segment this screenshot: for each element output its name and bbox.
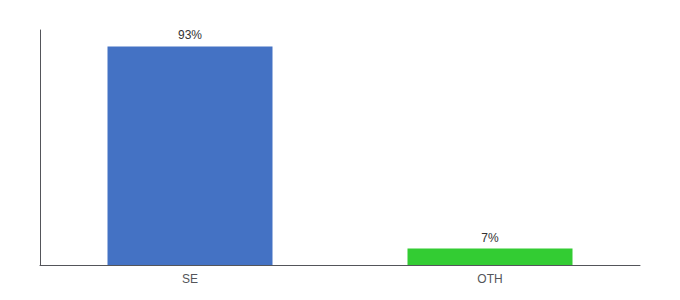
svg-text:SE: SE: [182, 272, 198, 286]
svg-text:93%: 93%: [178, 28, 202, 42]
svg-text:7%: 7%: [481, 231, 499, 245]
svg-text:OTH: OTH: [477, 272, 502, 286]
